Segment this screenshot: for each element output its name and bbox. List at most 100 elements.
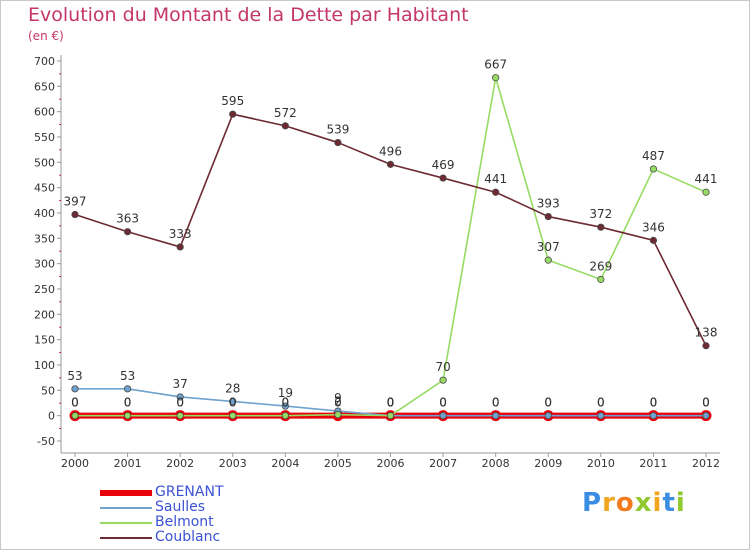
data-point-belmont [492,74,500,82]
data-label-grenant: 0 [334,396,342,410]
data-point-belmont [544,256,552,264]
data-label-belmont: 441 [695,172,718,186]
chart-series-lines [69,74,712,422]
data-label-grenant: 0 [492,396,500,410]
data-label-saulles: 0 [702,396,710,410]
y-tick-label: 550 [34,131,55,144]
data-point-belmont [386,412,395,420]
data-point-belmont [281,412,289,420]
logo-letter: o [615,488,635,518]
data-point-coublanc [544,212,552,221]
data-label-belmont: 70 [435,360,450,374]
data-point-coublanc [334,138,342,147]
data-label-coublanc: 469 [432,158,455,172]
legend-label-grenant: GRENANT [155,484,224,500]
data-label-belmont: 487 [642,149,665,163]
legend-item-belmont: Belmont [100,514,320,530]
data-label-saulles: 0 [597,396,605,410]
legend-swatch-coublanc [100,537,152,539]
data-point-saulles [123,385,132,393]
legend-item-coublanc: Coublanc [100,529,320,545]
x-tick-label: 2008 [482,457,510,470]
data-label-belmont: 0 [387,396,395,410]
chart-legend: GRENANT Saulles Belmont Coublanc [100,484,320,545]
data-label-coublanc: 397 [64,195,87,209]
data-label-saulles: 9 [334,391,342,405]
legend-item-saulles: Saulles [100,499,320,515]
logo-letter: i [652,488,663,518]
logo-letter: t [662,488,676,518]
y-tick-label: 650 [34,80,55,93]
data-point-belmont [597,275,605,283]
logo-letter: r [602,488,616,518]
data-point-coublanc [176,243,184,251]
y-tick-label: 50 [41,384,55,397]
data-point-saulles [176,393,184,401]
data-point-coublanc [597,223,605,231]
data-point-saulles [439,412,447,420]
x-tick-label: 2012 [692,457,720,470]
data-label-saulles: 37 [173,377,188,391]
data-label-grenant: 0 [124,396,132,410]
data-label-grenant: 0 [176,396,184,410]
legend-swatch-belmont [100,522,152,524]
x-tick-label: 2001 [114,457,142,470]
x-tick-label: 2003 [219,457,247,470]
y-tick-label: 600 [34,106,55,119]
data-point-saulles [71,385,79,393]
data-point-belmont [71,412,79,420]
data-point-coublanc [123,228,132,236]
x-tick-label: 2009 [534,457,562,470]
legend-item-grenant: GRENANT [100,484,320,500]
legend-swatch-grenant [100,490,152,496]
data-label-belmont: 0 [71,396,79,410]
data-label-coublanc: 496 [379,144,402,158]
data-label-coublanc: 572 [274,106,297,120]
data-label-grenant: 0 [650,396,658,410]
data-label-saulles: 0 [439,396,447,410]
data-label-saulles: 53 [120,369,135,383]
data-label-coublanc: 138 [695,326,718,340]
data-label-saulles: 0 [492,396,500,410]
chart-unit-label: (en €) [28,29,64,43]
x-tick-label: 2005 [324,457,352,470]
y-tick-label: 0 [48,410,55,423]
logo-letter: x [634,488,653,518]
data-point-belmont [176,412,184,420]
data-point-belmont [229,412,237,420]
chart-title: Evolution du Montant de la Dette par Hab… [28,4,469,26]
data-point-belmont [334,411,342,419]
x-tick-label: 2007 [429,457,457,470]
data-point-belmont [649,165,658,173]
data-label-saulles: 0 [544,396,552,410]
chart-axes: -500501001502002503003504004505005506006… [34,55,720,470]
data-point-belmont [702,188,710,196]
y-tick-label: 450 [34,182,55,195]
data-label-grenant: 0 [282,396,290,410]
data-label-grenant: 0 [229,396,237,410]
y-tick-label: -50 [37,435,55,448]
legend-swatch-saulles [100,507,152,509]
x-tick-label: 2000 [61,457,89,470]
data-point-coublanc [492,188,500,196]
data-point-coublanc [71,210,79,219]
data-label-saulles: 19 [278,386,293,400]
data-label-belmont: 0 [282,396,290,410]
x-tick-label: 2011 [639,457,667,470]
legend-label-belmont: Belmont [155,514,214,530]
data-label-belmont: 667 [484,58,507,72]
data-label-belmont: 2 [334,395,342,409]
data-point-coublanc [702,342,710,350]
data-label-belmont: 0 [176,396,184,410]
y-tick-label: 700 [34,55,55,68]
x-tick-label: 2006 [377,457,405,470]
data-label-coublanc: 393 [537,197,560,211]
data-label-coublanc: 363 [116,212,139,226]
data-point-coublanc [281,122,289,130]
data-label-belmont: 307 [537,240,560,254]
data-label-saulles: 0 [650,396,658,410]
data-point-saulles [492,412,500,420]
